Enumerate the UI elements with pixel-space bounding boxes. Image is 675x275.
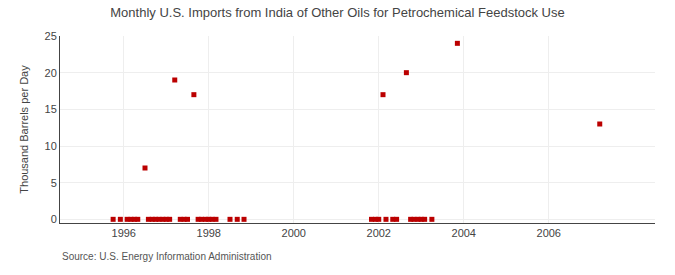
svg-text:15: 15 <box>45 103 57 115</box>
svg-text:20: 20 <box>45 67 57 79</box>
svg-text:10: 10 <box>45 140 57 152</box>
svg-text:5: 5 <box>51 177 57 189</box>
svg-text:2000: 2000 <box>282 227 306 239</box>
svg-text:2004: 2004 <box>452 227 476 239</box>
svg-text:25: 25 <box>45 30 57 42</box>
svg-text:Thousand Barrels per Day: Thousand Barrels per Day <box>18 65 30 194</box>
svg-text:1998: 1998 <box>197 227 221 239</box>
svg-text:1996: 1996 <box>112 227 136 239</box>
svg-text:2006: 2006 <box>537 227 561 239</box>
svg-text:2002: 2002 <box>367 227 391 239</box>
svg-text:Source: U.S. Energy Informatio: Source: U.S. Energy Information Administ… <box>62 251 272 262</box>
svg-text:0: 0 <box>51 213 57 225</box>
svg-text:Monthly U.S. Imports from Indi: Monthly U.S. Imports from India of Other… <box>110 5 564 20</box>
